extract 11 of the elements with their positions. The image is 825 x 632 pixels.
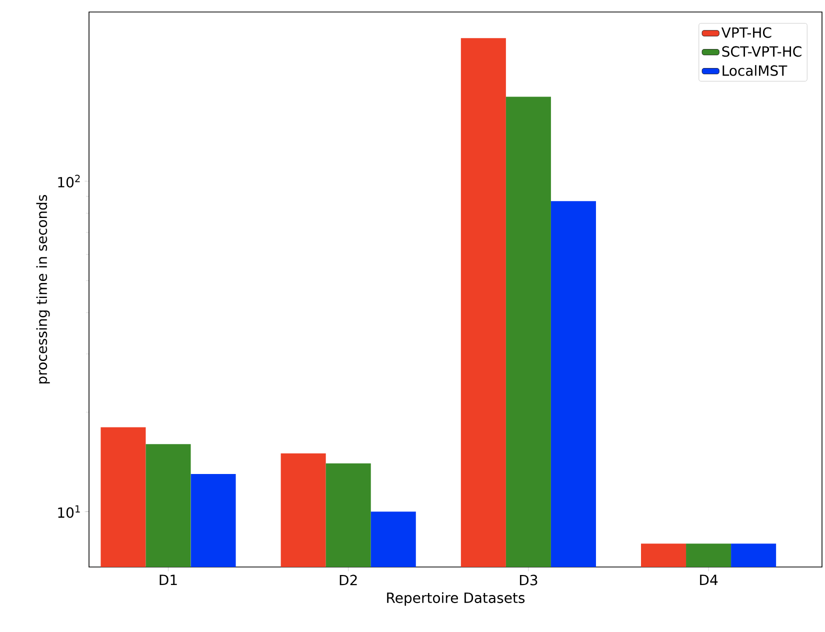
y-tick-label: 10$^{2}$ xyxy=(58,174,80,188)
legend-label: VPT-HC xyxy=(721,27,772,38)
y-axis-title: processing time in seconds xyxy=(36,194,50,384)
x-tick-label: D2 xyxy=(340,574,357,586)
y-tick-label: 10$^{1}$ xyxy=(58,505,80,518)
x-axis-title: Repertoire Datasets xyxy=(387,592,525,606)
x-tick-label: D1 xyxy=(160,574,177,585)
legend-label: SCT-VPT-HC xyxy=(722,46,802,57)
x-tick-label: D3 xyxy=(520,574,538,586)
x-tick-label: D4 xyxy=(700,574,718,585)
legend-label: LocalMST xyxy=(722,65,788,76)
